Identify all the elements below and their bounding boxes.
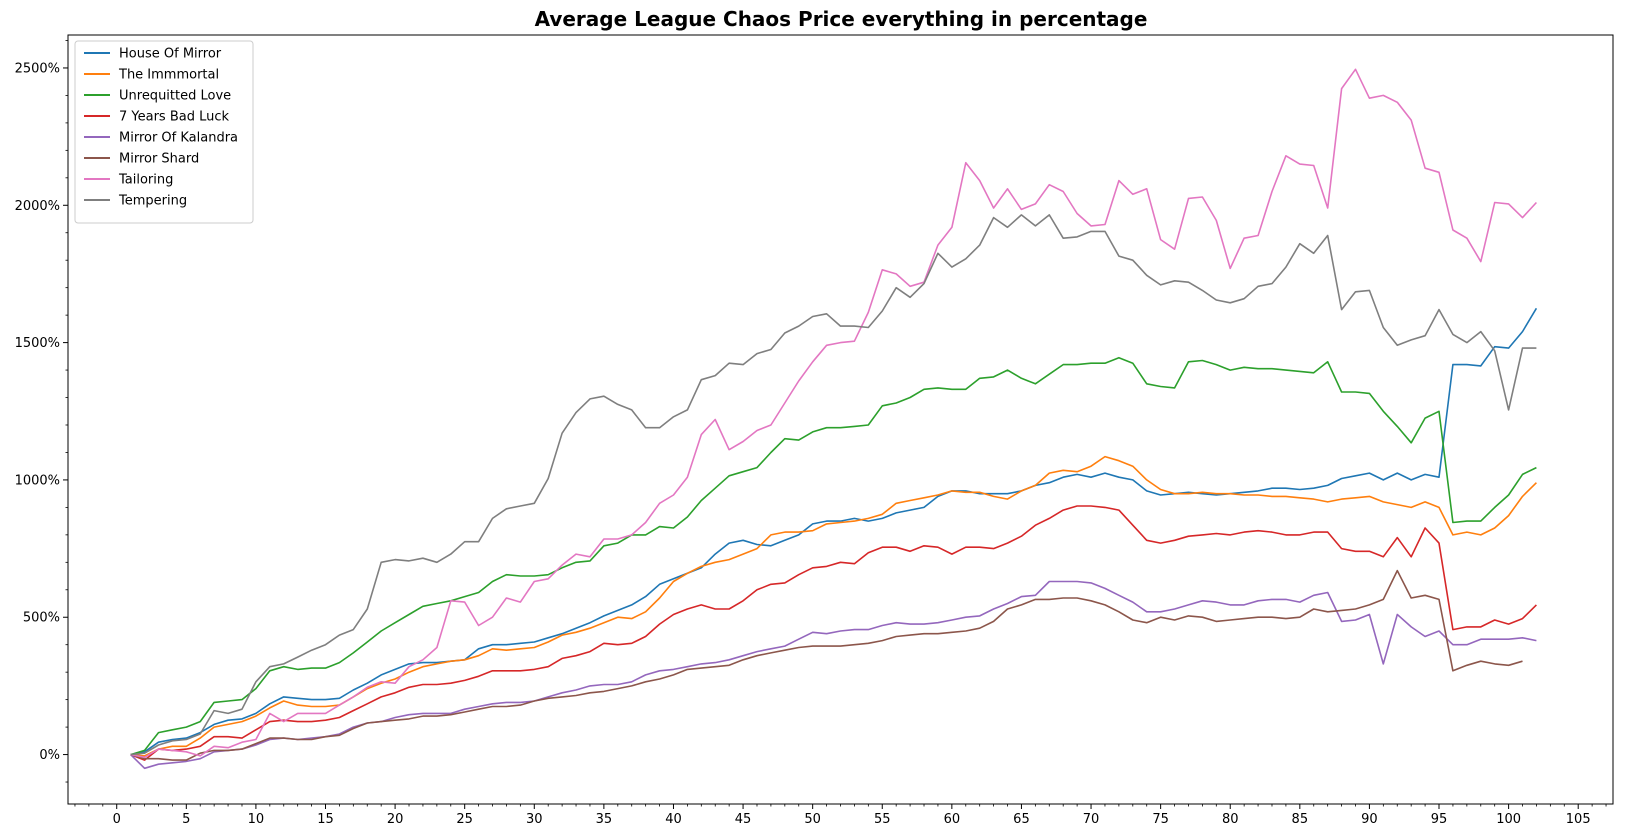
series-line-0 (130, 307, 1538, 756)
x-axis: 0 5 10 15 20 25 30 35 40 45 50 55 60 65 70 75 80 85 90 95 10… (74, 804, 1607, 827)
x-tick-label: 70 (1083, 812, 1100, 827)
series-line-5 (130, 569, 1523, 761)
x-tick-label: 65 (1013, 812, 1030, 827)
chart-title: Average League Chaos Price everything in… (535, 7, 1148, 31)
x-tick-label: 50 (804, 812, 821, 827)
x-tick-label: 60 (944, 812, 961, 827)
legend-label: 7 Years Bad Luck (119, 110, 230, 125)
x-tick-label: 105 (1566, 812, 1591, 827)
legend-label: Mirror Of Kalandra (119, 131, 238, 146)
legend-label: House Of Mirror (119, 47, 222, 62)
x-tick-label: 20 (387, 812, 404, 827)
y-tick-label: 1500% (15, 336, 60, 351)
x-tick-label: 5 (182, 812, 190, 827)
series-line-2 (130, 356, 1537, 756)
y-tick-label: 2000% (15, 199, 60, 214)
x-tick-label: 55 (874, 812, 891, 827)
x-tick-label: 95 (1431, 812, 1448, 827)
legend-label: Unrequitted Love (119, 89, 231, 104)
legend-box (74, 40, 254, 224)
legend-label: Tailoring (118, 173, 173, 188)
plot-frame (67, 34, 1614, 805)
legend: House Of Mirror The Immmortal Unrequitted … (74, 40, 254, 224)
plot-lines (130, 68, 1538, 770)
y-tick-label: 0% (39, 748, 60, 763)
x-tick-label: 35 (596, 812, 613, 827)
series-line-6 (130, 68, 1537, 759)
y-tick-label: 2500% (15, 61, 60, 76)
x-tick-label: 90 (1361, 812, 1378, 827)
x-tick-label: 75 (1152, 812, 1169, 827)
x-tick-label: 80 (1222, 812, 1239, 827)
x-tick-label: 15 (317, 812, 334, 827)
y-tick-label: 500% (23, 611, 60, 626)
legend-label: The Immmortal (118, 68, 219, 83)
x-tick-label: 25 (456, 812, 473, 827)
y-tick-label: 1000% (15, 473, 60, 488)
x-tick-label: 45 (735, 812, 752, 827)
series-line-4 (130, 580, 1537, 770)
x-tick-label: 30 (526, 812, 543, 827)
legend-label: Mirror Shard (119, 152, 199, 167)
x-tick-label: 10 (248, 812, 265, 827)
x-tick-label: 100 (1496, 812, 1521, 827)
series-line-7 (130, 214, 1537, 756)
y-axis: 0% 500% 1000% 1500% 2000% 2500% (15, 40, 68, 783)
series-line-3 (130, 505, 1537, 761)
legend-label: Tempering (118, 194, 187, 209)
x-tick-label: 0 (113, 812, 121, 827)
x-tick-label: 85 (1292, 812, 1309, 827)
series-line-1 (130, 455, 1537, 757)
x-tick-label: 40 (665, 812, 682, 827)
